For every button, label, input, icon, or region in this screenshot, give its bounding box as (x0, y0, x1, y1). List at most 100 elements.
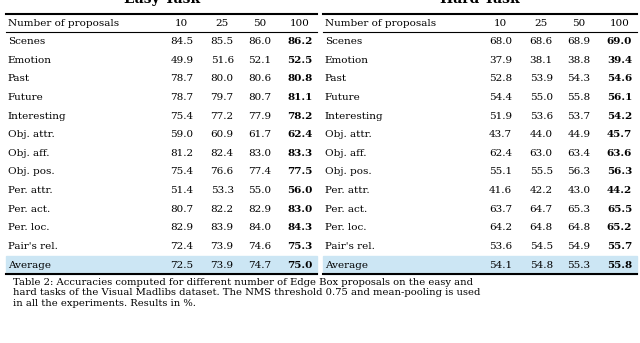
Text: Obj. pos.: Obj. pos. (324, 167, 371, 177)
Text: 50: 50 (572, 20, 586, 28)
Text: 53.6: 53.6 (529, 111, 553, 121)
Text: 55.1: 55.1 (489, 167, 512, 177)
Text: 80.8: 80.8 (287, 74, 312, 83)
Text: 68.9: 68.9 (567, 37, 590, 46)
Text: Obj. attr.: Obj. attr. (324, 130, 371, 139)
Text: 86.0: 86.0 (248, 37, 271, 46)
Text: Interesting: Interesting (8, 111, 67, 121)
Text: 44.9: 44.9 (567, 130, 590, 139)
Text: Interesting: Interesting (324, 111, 383, 121)
Text: 53.9: 53.9 (529, 74, 553, 83)
Text: 44.2: 44.2 (607, 186, 632, 195)
Text: Pair's rel.: Pair's rel. (324, 242, 374, 251)
Text: 82.2: 82.2 (211, 205, 234, 214)
Text: Per. act.: Per. act. (8, 205, 50, 214)
Text: 44.0: 44.0 (529, 130, 553, 139)
Text: 43.0: 43.0 (567, 186, 590, 195)
Text: 75.3: 75.3 (287, 242, 312, 251)
Text: Obj. pos.: Obj. pos. (8, 167, 54, 177)
Text: 51.4: 51.4 (170, 186, 193, 195)
Text: 86.2: 86.2 (287, 37, 312, 46)
Text: 56.0: 56.0 (287, 186, 312, 195)
Text: 54.6: 54.6 (607, 74, 632, 83)
Text: 76.6: 76.6 (211, 167, 234, 177)
Text: 38.1: 38.1 (529, 56, 553, 65)
Text: 55.8: 55.8 (567, 93, 590, 102)
Text: Number of proposals: Number of proposals (324, 20, 436, 28)
Text: 54.3: 54.3 (567, 74, 590, 83)
Text: 65.5: 65.5 (607, 205, 632, 214)
Text: 55.7: 55.7 (607, 242, 632, 251)
Text: 74.6: 74.6 (248, 242, 271, 251)
Text: 75.4: 75.4 (170, 167, 193, 177)
Text: 65.2: 65.2 (607, 223, 632, 232)
Text: 54.1: 54.1 (489, 261, 512, 270)
Text: 72.4: 72.4 (170, 242, 193, 251)
Text: 82.9: 82.9 (170, 223, 193, 232)
Text: 54.9: 54.9 (567, 242, 590, 251)
Text: 10: 10 (175, 20, 188, 28)
Text: 63.6: 63.6 (607, 149, 632, 158)
Text: 83.0: 83.0 (287, 205, 312, 214)
Text: 63.0: 63.0 (529, 149, 553, 158)
Text: 75.0: 75.0 (287, 261, 312, 270)
Text: 80.7: 80.7 (248, 93, 271, 102)
Text: Per. attr.: Per. attr. (324, 186, 369, 195)
Text: 52.5: 52.5 (287, 56, 312, 65)
Text: 78.7: 78.7 (170, 93, 193, 102)
Text: 39.4: 39.4 (607, 56, 632, 65)
Text: Table 2: Accuracies computed for different number of Edge Box proposals on the e: Table 2: Accuracies computed for differe… (13, 278, 480, 308)
Text: Easy Task: Easy Task (124, 0, 200, 6)
Bar (323, 256, 637, 274)
Text: 56.3: 56.3 (567, 167, 590, 177)
Text: 77.4: 77.4 (248, 167, 271, 177)
Text: Per. attr.: Per. attr. (8, 186, 52, 195)
Text: 81.2: 81.2 (170, 149, 193, 158)
Text: 37.9: 37.9 (489, 56, 512, 65)
Text: 54.4: 54.4 (489, 93, 512, 102)
Text: 52.1: 52.1 (248, 56, 271, 65)
Text: Per. loc.: Per. loc. (324, 223, 366, 232)
Text: 80.7: 80.7 (170, 205, 193, 214)
Text: 54.5: 54.5 (529, 242, 553, 251)
Text: 84.3: 84.3 (287, 223, 312, 232)
Text: Average: Average (324, 261, 368, 270)
Text: 55.0: 55.0 (529, 93, 553, 102)
Text: 80.6: 80.6 (248, 74, 271, 83)
Text: 56.3: 56.3 (607, 167, 632, 177)
Text: 54.2: 54.2 (607, 111, 632, 121)
Text: 55.0: 55.0 (248, 186, 271, 195)
Text: 64.7: 64.7 (529, 205, 553, 214)
Text: 72.5: 72.5 (170, 261, 193, 270)
Text: Emotion: Emotion (8, 56, 52, 65)
Text: 45.7: 45.7 (607, 130, 632, 139)
Text: Emotion: Emotion (324, 56, 369, 65)
Text: 83.0: 83.0 (248, 149, 271, 158)
Text: 84.5: 84.5 (170, 37, 193, 46)
Text: 51.9: 51.9 (489, 111, 512, 121)
Text: Hard Task: Hard Task (440, 0, 520, 6)
Text: 10: 10 (493, 20, 507, 28)
Text: Scenes: Scenes (324, 37, 362, 46)
Text: 59.0: 59.0 (170, 130, 193, 139)
Text: 25: 25 (216, 20, 228, 28)
Text: 83.3: 83.3 (287, 149, 312, 158)
Text: 68.0: 68.0 (489, 37, 512, 46)
Text: 100: 100 (610, 20, 630, 28)
Text: 53.3: 53.3 (211, 186, 234, 195)
Text: 55.8: 55.8 (607, 261, 632, 270)
Text: 50: 50 (253, 20, 266, 28)
Text: 85.5: 85.5 (211, 37, 234, 46)
Text: 81.1: 81.1 (287, 93, 312, 102)
Text: 77.5: 77.5 (287, 167, 312, 177)
Text: 41.6: 41.6 (489, 186, 512, 195)
Text: 25: 25 (534, 20, 548, 28)
Text: 56.1: 56.1 (607, 93, 632, 102)
Text: Scenes: Scenes (8, 37, 45, 46)
Text: Obj. aff.: Obj. aff. (8, 149, 49, 158)
Text: 42.2: 42.2 (529, 186, 553, 195)
Text: 54.8: 54.8 (529, 261, 553, 270)
Text: 49.9: 49.9 (170, 56, 193, 65)
Text: Obj. attr.: Obj. attr. (8, 130, 54, 139)
Text: 38.8: 38.8 (567, 56, 590, 65)
